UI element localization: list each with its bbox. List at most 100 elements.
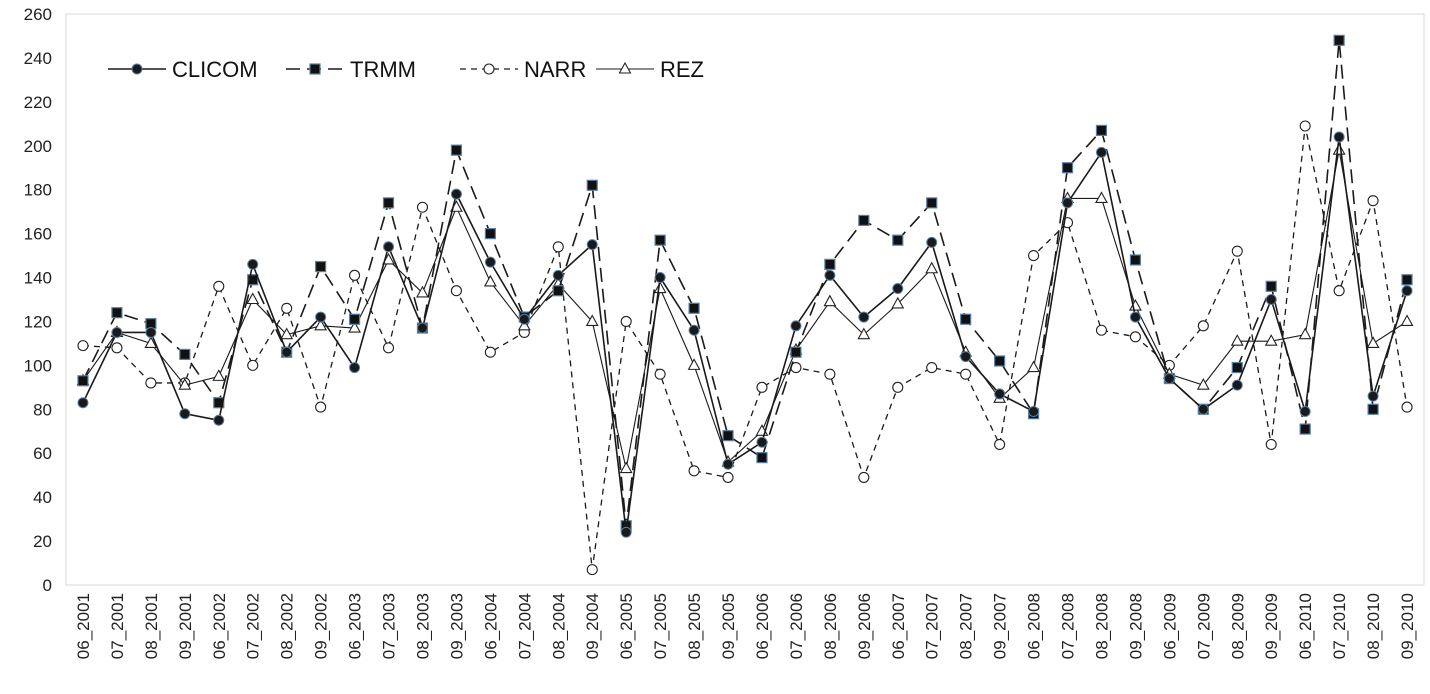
series-layer (76, 34, 1414, 576)
legend-marker-rez (618, 61, 632, 74)
data-point-rez (1366, 336, 1380, 348)
x-tick-label: 06_2006 (753, 593, 772, 659)
data-point-trmm (892, 234, 904, 246)
data-point-clicom (1333, 131, 1345, 143)
data-point-clicom (111, 326, 123, 338)
data-point-narr (1401, 401, 1413, 413)
data-point-trmm (348, 313, 361, 325)
data-point-narr (824, 368, 836, 380)
data-point-trmm (552, 285, 564, 297)
x-tick-label: 08_2009 (1228, 593, 1247, 659)
data-point-narr (247, 359, 259, 371)
data-point-narr (1367, 195, 1379, 207)
legend-item-narr: NARR (460, 57, 586, 82)
data-point-clicom (281, 346, 293, 358)
x-tick-label: 09_2004 (583, 593, 602, 659)
x-tick-label: 09_2010 (1398, 593, 1417, 659)
data-point-rez (687, 358, 701, 370)
data-point-narr (654, 368, 666, 380)
x-tick-label: 08_2001 (142, 593, 161, 659)
data-point-rez (483, 274, 497, 287)
data-point-rez (1400, 314, 1414, 327)
data-point-clicom (688, 324, 700, 336)
data-point-narr (1333, 285, 1345, 297)
data-point-narr (926, 362, 938, 374)
x-tick-label: 07_2009 (1194, 593, 1213, 659)
x-tick-label: 07_2004 (515, 593, 534, 659)
x-tick-label: 06_2009 (1160, 593, 1179, 659)
data-point-clicom (1095, 146, 1107, 158)
data-point-rez (246, 292, 260, 305)
legend-item-rez: REZ (596, 57, 704, 82)
x-tick-label: 09_2001 (176, 593, 195, 659)
data-point-clicom (722, 458, 734, 470)
data-point-clicom (1401, 285, 1413, 297)
data-point-clicom (349, 362, 361, 374)
legend-marker-narr (483, 63, 495, 75)
data-point-trmm (824, 258, 836, 270)
data-point-rez (823, 294, 837, 307)
data-point-clicom (416, 322, 428, 334)
y-tick-label: 200 (24, 137, 52, 156)
data-point-narr (213, 280, 225, 292)
data-point-trmm (213, 397, 225, 409)
data-point-clicom (213, 414, 225, 426)
y-tick-label: 40 (33, 488, 52, 507)
data-point-narr (484, 346, 496, 358)
x-tick-label: 08_2007 (957, 593, 976, 659)
x-tick-label: 06_2004 (481, 593, 500, 659)
data-point-narr (450, 285, 462, 297)
data-point-narr (960, 368, 972, 380)
data-point-trmm (247, 274, 259, 286)
data-point-narr (586, 564, 598, 576)
legend-marker-trmm (309, 63, 321, 75)
data-point-rez (585, 314, 599, 327)
data-point-rez (348, 320, 362, 333)
legend-label-trmm: TRMM (350, 57, 416, 82)
legend-label-rez: REZ (660, 57, 704, 82)
y-tick-label: 180 (24, 181, 52, 200)
data-point-clicom (1129, 311, 1141, 323)
data-point-narr (722, 471, 734, 483)
x-tick-label: 08_2004 (549, 593, 568, 659)
data-point-narr (111, 342, 123, 354)
x-tick-label: 08_2003 (413, 593, 432, 659)
data-point-rez (1332, 143, 1346, 155)
data-point-clicom (1197, 403, 1209, 415)
data-point-trmm (450, 144, 463, 156)
data-point-rez (653, 281, 667, 294)
data-point-clicom (484, 256, 496, 268)
x-tick-label: 07_2007 (923, 593, 942, 659)
y-tick-label: 140 (24, 269, 52, 288)
x-tick-label: 07_2008 (1059, 593, 1078, 659)
y-tick-label: 240 (24, 49, 52, 68)
series-clicom (77, 131, 1413, 538)
data-point-trmm (315, 260, 327, 273)
x-tick-label: 06_2002 (210, 593, 229, 659)
data-point-clicom (858, 311, 870, 323)
data-point-narr (994, 438, 1006, 450)
data-point-trmm (382, 197, 395, 209)
data-point-narr (1265, 438, 1277, 450)
data-point-narr (1299, 120, 1311, 132)
x-tick-label: 07_2005 (651, 593, 670, 659)
data-point-narr (145, 377, 157, 389)
data-point-trmm (1095, 124, 1108, 136)
data-point-trmm (1061, 162, 1074, 174)
data-point-rez (416, 285, 429, 298)
data-point-trmm (1299, 423, 1311, 435)
data-point-narr (620, 315, 632, 328)
legend-label-clicom: CLICOM (172, 57, 258, 82)
x-tick-label: 09_2002 (312, 593, 331, 659)
y-axis: 0 20 40 60 80 100 120 140 160 180 200 220 240 260 (24, 5, 52, 595)
data-point-narr (1231, 245, 1243, 257)
data-point-clicom (790, 320, 802, 332)
data-point-rez (517, 318, 531, 331)
data-point-clicom (654, 272, 666, 284)
plot-frame (65, 13, 1425, 586)
data-point-narr (77, 340, 89, 352)
x-tick-label: 08_2002 (278, 593, 297, 659)
x-tick-label: 09_2008 (1126, 593, 1145, 659)
data-point-rez (857, 327, 871, 340)
x-tick-label: 09_2006 (855, 593, 874, 659)
